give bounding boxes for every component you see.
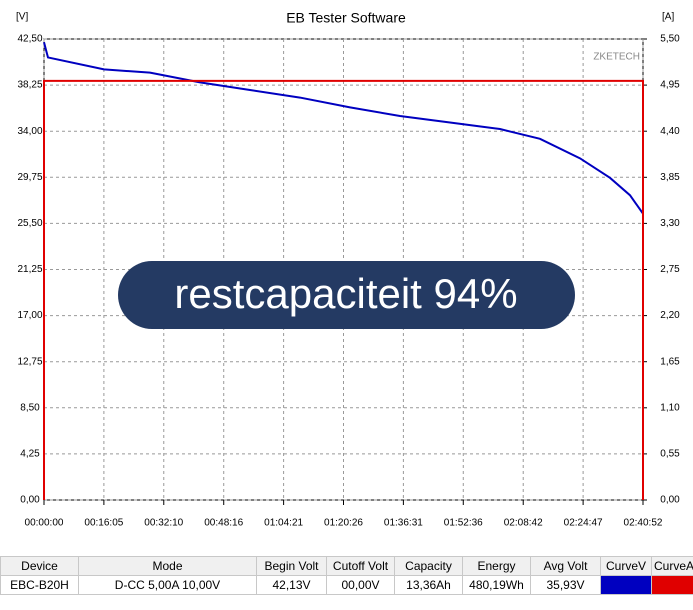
curve-color [600, 575, 652, 595]
column-header: Device [0, 556, 79, 576]
column-header: Cutoff Volt [326, 556, 395, 576]
y-tick-label: 25,50 [17, 218, 42, 229]
column-header: CurveA [651, 556, 693, 576]
x-tick-label: 00:48:16 [204, 518, 243, 529]
y-tick-label: 38,25 [17, 80, 42, 91]
y-tick-label: 12,75 [17, 356, 42, 367]
x-tick-label: 01:20:26 [324, 518, 363, 529]
table-row: EBC-B20H D-CC 5,00A 10,00V 42,13V 00,00V 13,… [0, 575, 693, 595]
y-tick-label: 8,50 [20, 402, 40, 413]
series-line [43, 79, 644, 500]
curve-color [651, 575, 693, 595]
table-cell: 13,36Ah [394, 575, 463, 595]
y-tick-label: 21,25 [17, 264, 42, 275]
table-cell: 35,93V [530, 575, 601, 595]
x-tick-label: 00:32:10 [144, 518, 183, 529]
annotation-badge [118, 261, 575, 329]
y2-tick-label: 1,10 [660, 402, 680, 413]
y2-tick-label: 3,30 [660, 218, 680, 229]
column-header: Energy [462, 556, 531, 576]
y2-tick-label: 1,65 [660, 356, 680, 367]
column-header: Begin Volt [256, 556, 327, 576]
x-tick-label: 02:40:52 [624, 518, 663, 529]
table-cell: 480,19Wh [462, 575, 531, 595]
table-cell: D-CC 5,00A 10,00V [78, 575, 257, 595]
y-unit: [V] [16, 12, 28, 23]
x-tick-label: 00:00:00 [25, 518, 64, 529]
y2-unit: [A] [662, 12, 674, 23]
y2-tick-label: 5,50 [660, 34, 680, 45]
y-tick-label: 29,75 [17, 172, 42, 183]
x-tick-label: 01:52:36 [444, 518, 483, 529]
y2-tick-label: 2,75 [660, 264, 680, 275]
info-table: Device Mode Begin Volt Cutoff Volt Capacity E… [0, 556, 693, 595]
column-header: CurveV [600, 556, 652, 576]
chart: EB Tester Software [V] [A] ZKETECH 0,00 4… [16, 10, 680, 529]
x-tick-label: 00:16:05 [84, 518, 123, 529]
y2-tick-label: 0,00 [660, 495, 680, 506]
column-header: Capacity [394, 556, 463, 576]
y2-tick-label: 3,85 [660, 172, 680, 183]
x-tick-label: 01:04:21 [264, 518, 303, 529]
series-line [43, 42, 644, 215]
y2-tick-label: 4,95 [660, 80, 680, 91]
y2-tick-label: 0,55 [660, 449, 680, 460]
y-tick-label: 4,25 [20, 449, 40, 460]
y-tick-label: 17,00 [17, 310, 42, 321]
y2-tick-label: 2,20 [660, 310, 680, 321]
table-cell: EBC-B20H [0, 575, 79, 595]
y-tick-label: 42,50 [17, 34, 42, 45]
y-tick-label: 34,00 [17, 126, 42, 137]
column-header: Mode [78, 556, 257, 576]
y-tick-label: 0,00 [20, 495, 40, 506]
table-cell: 00,00V [326, 575, 395, 595]
x-tick-label: 02:08:42 [504, 518, 543, 529]
column-header: Avg Volt [530, 556, 601, 576]
annotation: restcapaciteit 94% [174, 270, 517, 317]
y2-tick-label: 4,40 [660, 126, 680, 137]
chart-title: EB Tester Software [286, 10, 406, 26]
brand: ZKETECH [593, 52, 640, 63]
table-cell: 42,13V [256, 575, 327, 595]
x-tick-label: 01:36:31 [384, 518, 423, 529]
x-tick-label: 02:24:47 [564, 518, 603, 529]
